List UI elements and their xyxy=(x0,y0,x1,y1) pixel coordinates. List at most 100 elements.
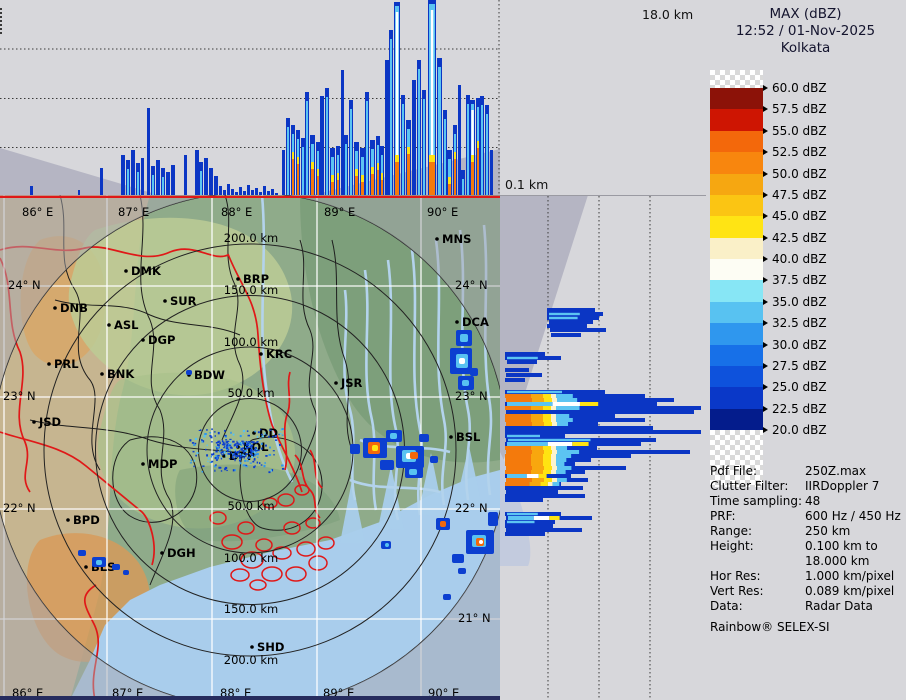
city-label: DMK xyxy=(131,264,162,278)
legend-value: 32.5 dBZ xyxy=(772,316,827,331)
legend-tick-arrow-icon xyxy=(763,256,768,262)
metadata-row: Clutter Filter: IIRDoppler 7 xyxy=(710,479,906,494)
city-dot xyxy=(259,352,263,356)
legend-value: 25.0 dBZ xyxy=(772,380,827,395)
legend-color-band xyxy=(710,194,763,217)
metadata-block: Pdf File: 250Z.max Clutter Filter: IIRDoppl… xyxy=(710,464,906,614)
city-label: SHD xyxy=(257,640,284,654)
metadata-label: Height: xyxy=(710,539,754,553)
software-brand: Rainbow® SELEX-SI xyxy=(710,620,830,634)
legend-entry: 50.0 dBZ xyxy=(763,167,827,181)
legend-overflow-checker xyxy=(710,70,763,88)
metadata-row: Time sampling: 48 xyxy=(710,494,906,509)
city-dot xyxy=(141,338,145,342)
legend-entry: 25.0 dBZ xyxy=(763,380,827,394)
range-ring-label: 50.0 km xyxy=(227,499,274,513)
legend-color-band xyxy=(710,323,763,345)
metadata-label: Time sampling: xyxy=(710,494,803,508)
city-dot xyxy=(334,381,338,385)
metadata-value: 18.000 km xyxy=(805,554,870,568)
city-dot xyxy=(435,237,439,241)
city-dot xyxy=(100,372,104,376)
product-datetime: 12:52 / 01-Nov-2025 xyxy=(735,23,876,39)
city-label: DCA xyxy=(462,315,489,329)
legend-color-band xyxy=(710,237,763,259)
city-dot xyxy=(141,462,145,466)
station-name: Kolkata xyxy=(780,40,831,56)
legend-entry: 42.5 dBZ xyxy=(763,231,827,245)
latitude-label: 22° N xyxy=(455,501,488,515)
longitude-label: 90° E xyxy=(427,205,458,219)
legend-tick-arrow-icon xyxy=(763,213,768,220)
metadata-label: Vert Res: xyxy=(710,584,764,598)
metadata-value: 250 km xyxy=(805,524,851,538)
city-dot xyxy=(455,320,459,324)
city-dot xyxy=(53,306,57,310)
latitude-label: 24° N xyxy=(8,278,41,292)
city-label: ASL xyxy=(114,318,139,332)
legend-color-scale xyxy=(710,70,763,487)
legend-value: 45.0 dBZ xyxy=(772,209,827,224)
legend-underflow-checker xyxy=(710,430,763,487)
legend-color-band xyxy=(710,130,763,153)
metadata-row: Data: Radar Data xyxy=(710,599,906,614)
legend-color-band xyxy=(710,173,763,195)
legend-entry: 57.5 dBZ xyxy=(763,102,827,116)
metadata-label: Hor Res: xyxy=(710,569,761,583)
legend-tick-arrow-icon xyxy=(763,362,768,369)
legend-tick-arrow-icon xyxy=(763,384,768,391)
radar-map-panel: 200.0 km 150.0 km 100.0 km 50.0 km 50.0 km 10… xyxy=(0,195,500,700)
legend-color-band xyxy=(710,259,763,281)
city-label: KRC xyxy=(266,347,292,361)
city-dot xyxy=(47,362,51,366)
range-ring-label: 50.0 km xyxy=(227,386,274,400)
legend-color-band xyxy=(710,152,763,174)
legend-entry: 30.0 dBZ xyxy=(763,338,827,352)
legend-value: 37.5 dBZ xyxy=(772,273,827,288)
metadata-row: Range: 250 km xyxy=(710,524,906,539)
legend-tick-arrow-icon xyxy=(763,127,768,134)
city-label: BPD xyxy=(73,513,100,527)
city-label: BDW xyxy=(194,368,225,382)
legend-entry: 60.0 dBZ xyxy=(763,81,827,95)
metadata-row: Hor Res: 1.000 km/pixel xyxy=(710,569,906,584)
legend-tick-arrow-icon xyxy=(763,85,768,91)
right-height-profile-panel xyxy=(500,195,706,700)
metadata-label: Data: xyxy=(710,599,743,613)
city-dot xyxy=(66,518,70,522)
range-ring-label: 100.0 km xyxy=(224,551,278,565)
metadata-label: Clutter Filter: xyxy=(710,479,789,493)
latitude-label: 22° N xyxy=(3,501,36,515)
legend-value: 60.0 dBZ xyxy=(772,81,827,95)
metadata-value: 48 xyxy=(805,494,821,508)
legend-entry: 27.5 dBZ xyxy=(763,359,827,373)
city-label: PRL xyxy=(54,357,79,371)
range-ring-label: 200.0 km xyxy=(224,231,278,245)
legend-color-band xyxy=(710,408,763,430)
city-label: SUR xyxy=(170,294,197,308)
legend-color-band xyxy=(710,109,763,131)
legend-tick-arrow-icon xyxy=(763,320,768,327)
legend-value: 27.5 dBZ xyxy=(772,358,827,373)
legend-entry: 40.0 dBZ xyxy=(763,252,827,266)
city-dot xyxy=(32,420,36,424)
legend-value: 42.5 dBZ xyxy=(772,230,827,245)
map-labels: 200.0 km 150.0 km 100.0 km 50.0 km 50.0 km 10… xyxy=(3,205,491,700)
longitude-label: 88° E xyxy=(221,205,252,219)
city-label: DGH xyxy=(167,546,196,560)
latitude-label: 24° N xyxy=(455,278,488,292)
city-dot xyxy=(107,323,111,327)
legend-value: 50.0 dBZ xyxy=(772,166,827,181)
max-height-label: 18.0 km xyxy=(642,7,694,22)
metadata-value: 1.000 km/pixel xyxy=(805,569,895,583)
metadata-label: Pdf File: xyxy=(710,464,758,478)
legend-entry: 45.0 dBZ xyxy=(763,209,827,223)
metadata-label: PRF: xyxy=(710,509,736,523)
legend-tick-arrow-icon xyxy=(763,170,768,177)
range-ring-label: 150.0 km xyxy=(224,602,278,616)
legend-header: MAX (dBZ) 12:52 / 01-Nov-2025 Kolkata xyxy=(705,6,906,57)
city-label: BNK xyxy=(107,367,135,381)
legend-tick-arrow-icon xyxy=(763,427,768,433)
city-label: MDP xyxy=(148,457,177,471)
